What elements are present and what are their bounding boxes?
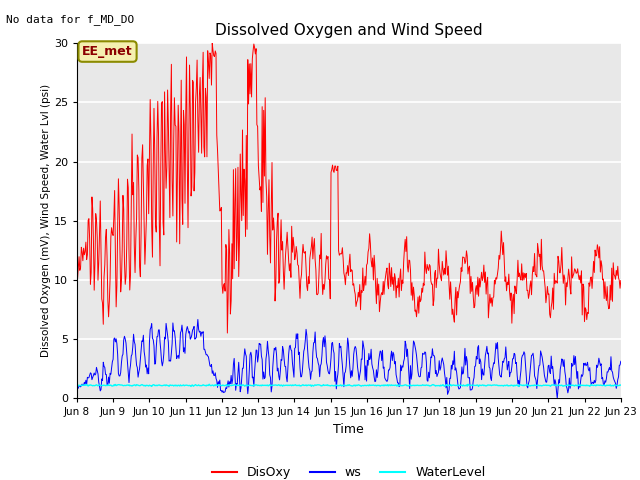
WaterLevel [194,383,202,388]
Line: DisOxy: DisOxy [77,43,621,333]
WaterLevel [416,383,424,388]
X-axis label: Time: Time [333,423,364,436]
ws [416,374,424,380]
Title: Dissolved Oxygen and Wind Speed: Dissolved Oxygen and Wind Speed [215,23,483,38]
ws [223,382,231,388]
Y-axis label: Dissolved Oxygen (mV), Wind Speed, Water Lvl (psi): Dissolved Oxygen (mV), Wind Speed, Water… [41,84,51,358]
DisOxy [417,299,424,305]
ws [554,396,561,401]
WaterLevel [139,382,147,388]
DisOxy [209,40,216,46]
WaterLevel [617,382,625,388]
Text: EE_met: EE_met [83,45,133,58]
DisOxy [194,118,202,124]
ws [194,317,202,323]
DisOxy [73,273,81,278]
WaterLevel [515,384,522,389]
WaterLevel [431,383,439,389]
DisOxy [223,330,231,336]
WaterLevel [223,383,231,389]
Legend: DisOxy, ws, WaterLevel: DisOxy, ws, WaterLevel [207,461,491,480]
DisOxy [433,285,440,290]
ws [73,384,81,389]
ws [617,359,625,364]
DisOxy [617,277,625,283]
DisOxy [83,257,90,263]
WaterLevel [205,382,213,387]
WaterLevel [73,382,81,388]
ws [431,371,439,376]
Line: ws: ws [77,320,621,398]
WaterLevel [83,382,90,387]
DisOxy [139,142,147,148]
ws [83,382,90,387]
ws [139,338,147,344]
Text: No data for f_MD_DO: No data for f_MD_DO [6,14,134,25]
Line: WaterLevel: WaterLevel [77,384,621,386]
ws [195,326,202,332]
DisOxy [224,295,232,301]
